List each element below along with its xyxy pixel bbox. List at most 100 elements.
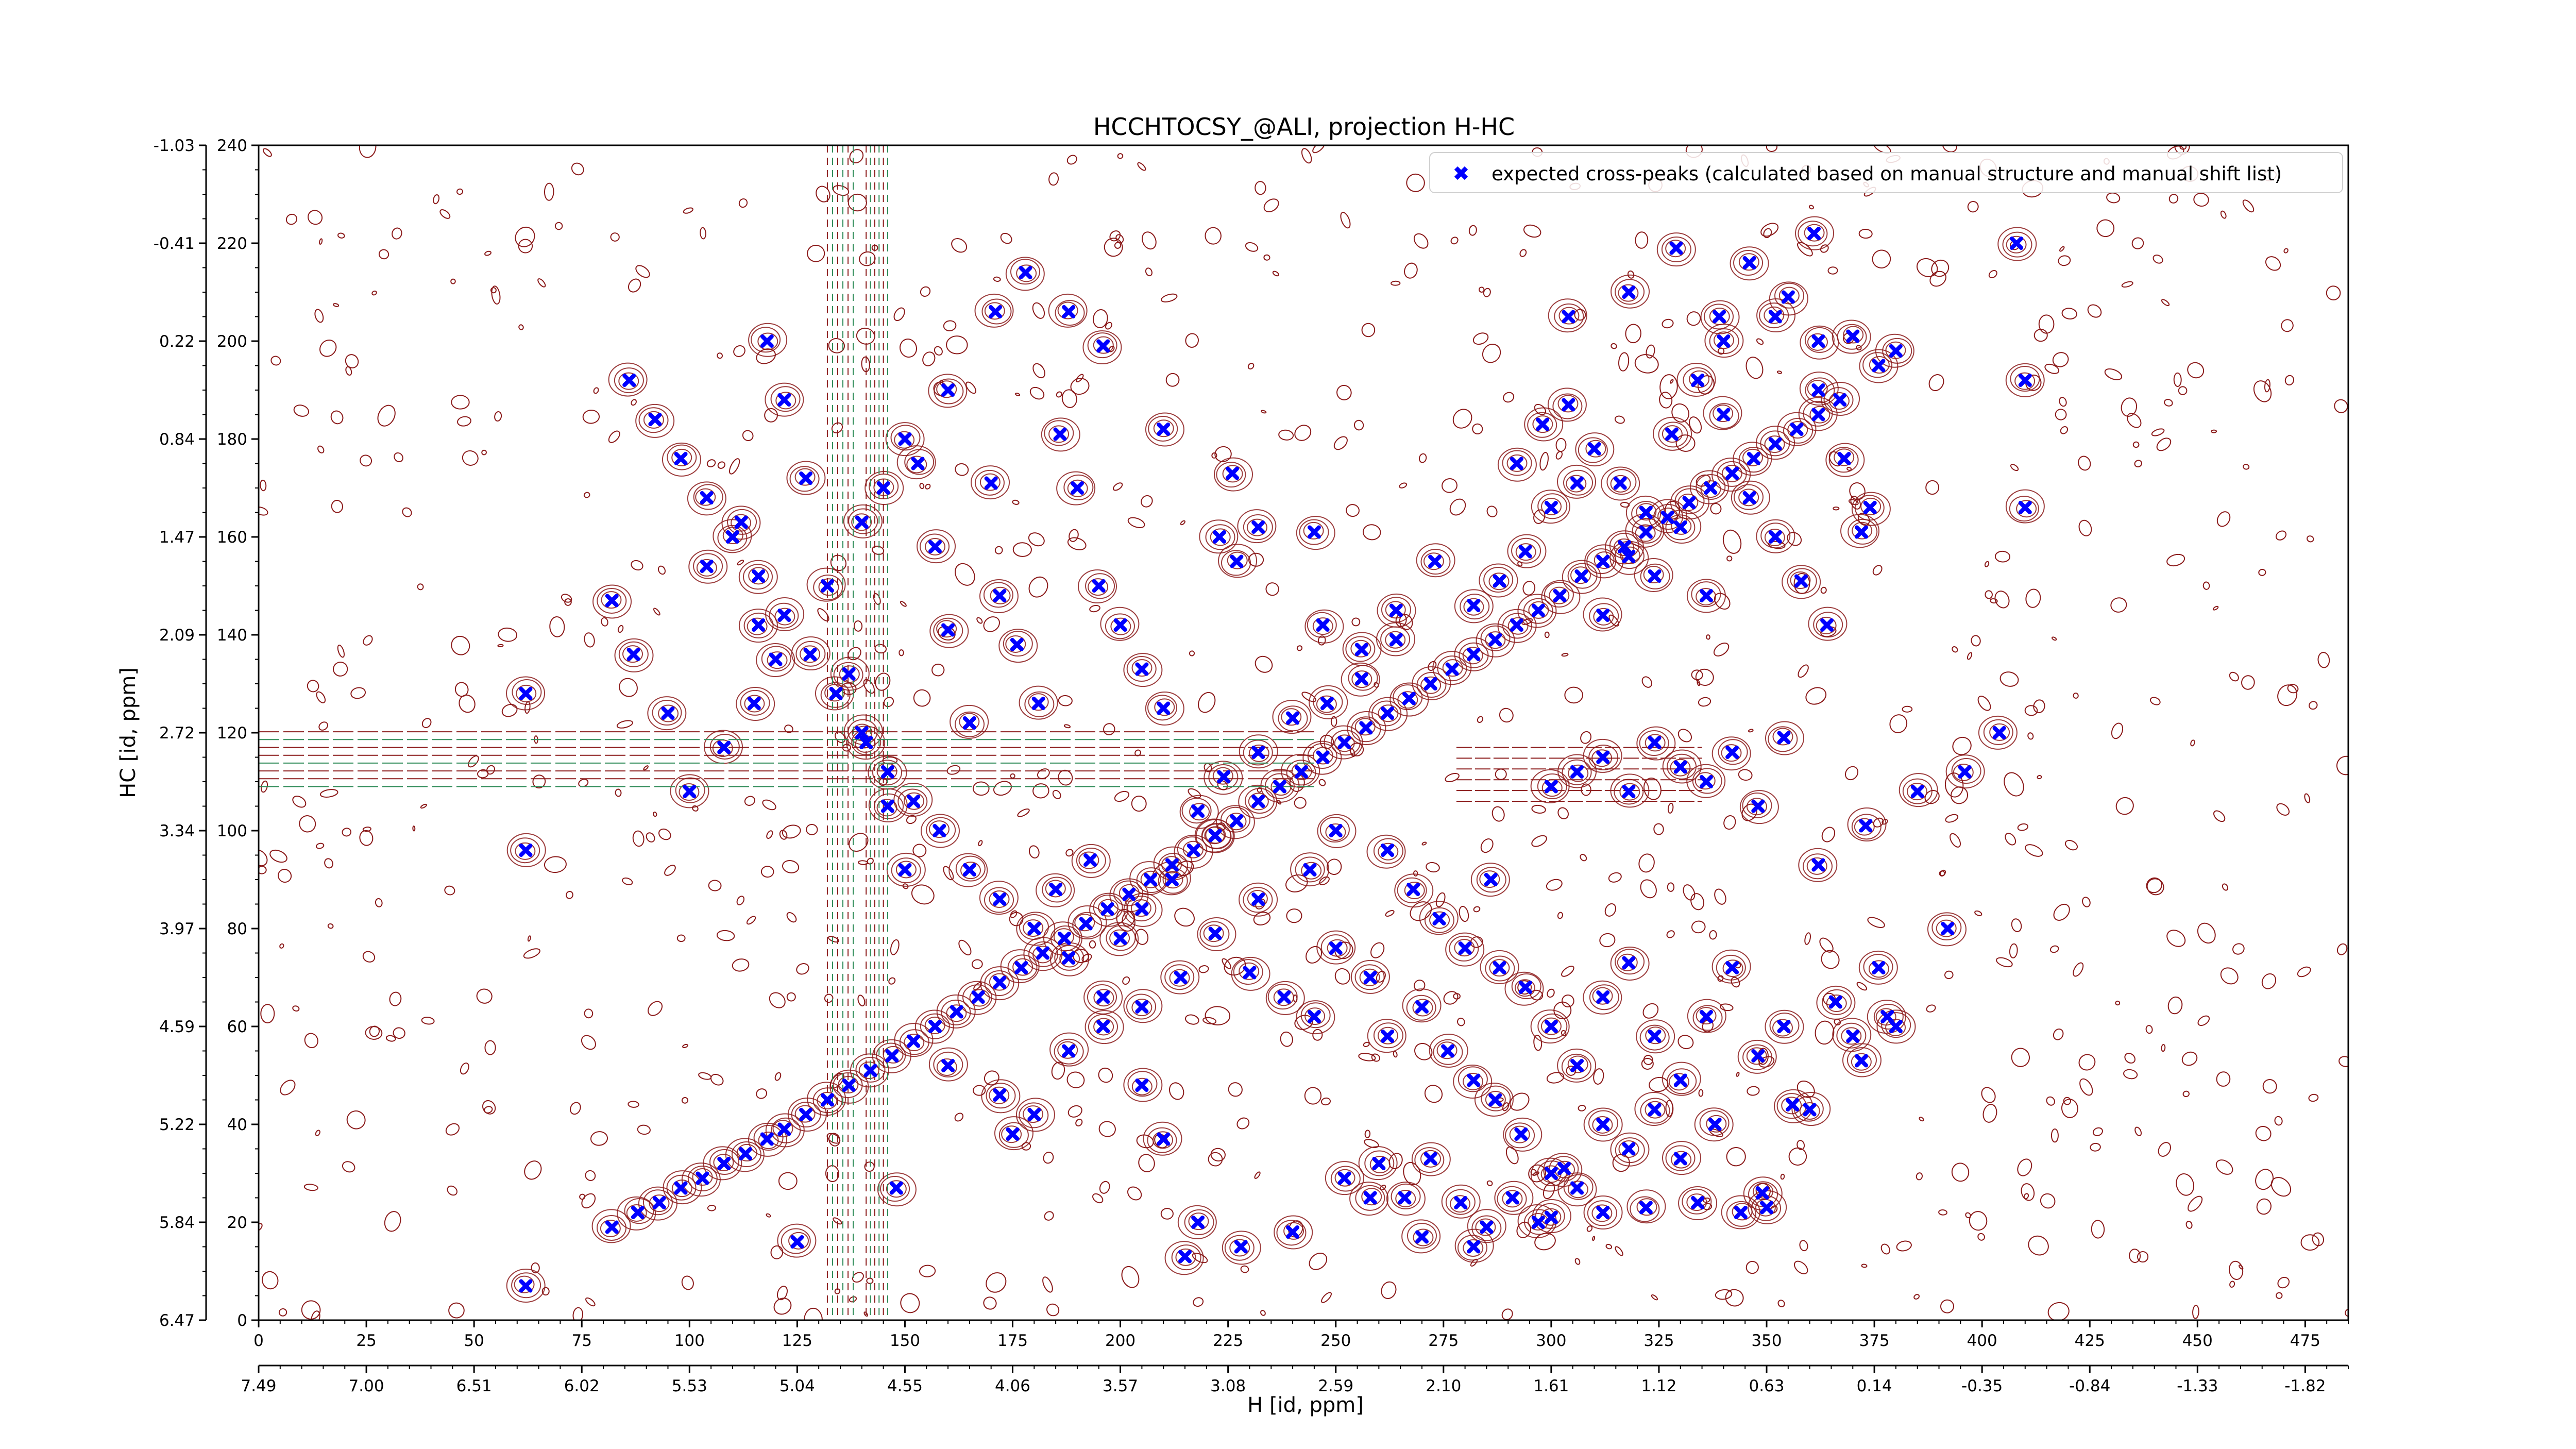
peak-contour bbox=[1734, 484, 1764, 510]
noise-contour bbox=[2277, 1276, 2290, 1289]
noise-contour bbox=[315, 1130, 320, 1136]
noise-contour bbox=[1247, 363, 1255, 369]
noise-contour bbox=[2153, 255, 2163, 264]
noise-contour bbox=[1889, 714, 1908, 733]
peak-contour bbox=[1265, 981, 1305, 1015]
peak-contour bbox=[1657, 507, 1679, 525]
peak-contour bbox=[1483, 567, 1514, 593]
peak-contour bbox=[1661, 236, 1691, 262]
noise-contour bbox=[1385, 910, 1395, 917]
peak-contour bbox=[1373, 1022, 1403, 1049]
peak-contour bbox=[960, 862, 981, 880]
x-axis-ppm: 7.49 7.00 6.51 6.02 5.53 5.04 4.55 4.06 3.57 3.08… bbox=[241, 1364, 2349, 1395]
peak-contour bbox=[974, 469, 1005, 496]
noise-contour bbox=[1318, 779, 1326, 786]
y-ppm-tick-label: 4.59 bbox=[159, 1018, 195, 1036]
cross-peak-point bbox=[790, 1235, 804, 1249]
peak-contour bbox=[886, 1180, 907, 1198]
cross-peak-point bbox=[1777, 1020, 1791, 1033]
noise-contour bbox=[833, 185, 850, 196]
cross-peak-point bbox=[1226, 466, 1240, 480]
noise-contour bbox=[1161, 293, 1178, 302]
cross-peak-point bbox=[1036, 946, 1050, 960]
peak-contour bbox=[1566, 475, 1587, 493]
peak-contour bbox=[1083, 980, 1123, 1015]
noise-contour bbox=[1856, 982, 1868, 991]
peak-contour bbox=[1316, 695, 1337, 713]
noise-contour bbox=[299, 815, 316, 833]
cross-peak-point bbox=[1135, 1079, 1149, 1092]
cross-peak-point bbox=[1006, 1127, 1020, 1141]
peak-contour bbox=[1832, 319, 1871, 354]
peak-contour bbox=[1696, 587, 1717, 605]
peak-contour bbox=[1531, 490, 1570, 524]
peak-contour bbox=[1300, 1002, 1331, 1029]
cross-peak-point bbox=[1596, 554, 1610, 568]
cross-peak-point bbox=[1144, 873, 1158, 886]
peak-contour bbox=[1154, 698, 1175, 716]
cross-peak-point bbox=[1622, 285, 1636, 299]
peak-contour bbox=[1457, 1235, 1487, 1261]
cross-peak-point bbox=[1381, 706, 1395, 720]
noise-contour bbox=[2284, 375, 2295, 385]
noise-contour bbox=[2161, 299, 2170, 307]
noise-contour bbox=[774, 1072, 782, 1081]
peak-contour bbox=[1885, 1018, 1906, 1036]
cross-peak-point bbox=[1363, 1191, 1377, 1205]
noise-contour bbox=[1967, 652, 1973, 660]
peak-contour bbox=[1334, 1169, 1355, 1187]
x-ppm-tick-label: 5.04 bbox=[779, 1377, 815, 1395]
peak-contour bbox=[936, 620, 957, 638]
peak-contour bbox=[1552, 393, 1583, 419]
peak-contour bbox=[933, 617, 963, 644]
noise-contour bbox=[816, 186, 831, 203]
y-index-tick-label: 160 bbox=[217, 528, 247, 547]
peak-contour bbox=[1733, 250, 1764, 276]
peak-contour bbox=[1460, 594, 1490, 620]
cross-peak-point bbox=[777, 1122, 791, 1136]
cross-peak-point bbox=[752, 618, 766, 632]
noise-contour bbox=[1971, 635, 1981, 647]
noise-contour bbox=[2276, 803, 2290, 816]
peak-contour bbox=[1449, 935, 1479, 962]
noise-contour bbox=[269, 849, 287, 863]
peak-contour bbox=[1378, 843, 1399, 861]
noise-contour bbox=[260, 780, 268, 793]
noise-contour bbox=[1453, 993, 1461, 1000]
peak-contour bbox=[1476, 623, 1515, 658]
cross-peak-point bbox=[1751, 1049, 1765, 1063]
noise-contour bbox=[1185, 333, 1199, 348]
peak-contour bbox=[795, 641, 826, 667]
cross-peak-markers bbox=[519, 227, 2032, 1293]
noise-contour bbox=[1939, 870, 1945, 877]
noise-contour bbox=[259, 1223, 263, 1232]
noise-contour bbox=[1896, 1240, 1912, 1252]
peak-contour bbox=[1105, 613, 1135, 639]
cross-peak-point bbox=[1493, 574, 1506, 588]
peak-contour bbox=[1808, 606, 1848, 641]
cross-peak-point bbox=[1691, 1196, 1705, 1209]
peak-contour bbox=[1593, 608, 1614, 626]
peak-contour bbox=[1700, 480, 1721, 498]
peak-contour bbox=[1334, 734, 1355, 752]
noise-contour bbox=[676, 934, 686, 942]
noise-contour bbox=[760, 866, 774, 878]
noise-contour bbox=[2047, 1302, 2070, 1320]
cross-peak-point bbox=[1277, 990, 1291, 1004]
peak-contour bbox=[1436, 1041, 1458, 1059]
peak-contour bbox=[1554, 303, 1584, 329]
peak-contour bbox=[1471, 1215, 1502, 1241]
peak-contour bbox=[891, 857, 921, 884]
noise-contour bbox=[1988, 270, 1997, 279]
peak-contour bbox=[1140, 870, 1161, 888]
peak-contour bbox=[1359, 968, 1380, 986]
cross-peak-point bbox=[1699, 589, 1713, 602]
peak-contour bbox=[1199, 519, 1239, 554]
noise-contour bbox=[319, 789, 338, 798]
noise-contour bbox=[1449, 498, 1466, 516]
peak-contour bbox=[687, 1166, 718, 1192]
noise-contour bbox=[1306, 946, 1323, 964]
peak-contour bbox=[1537, 1013, 1568, 1039]
peak-contour bbox=[1177, 836, 1207, 863]
peak-contour bbox=[1691, 581, 1721, 608]
